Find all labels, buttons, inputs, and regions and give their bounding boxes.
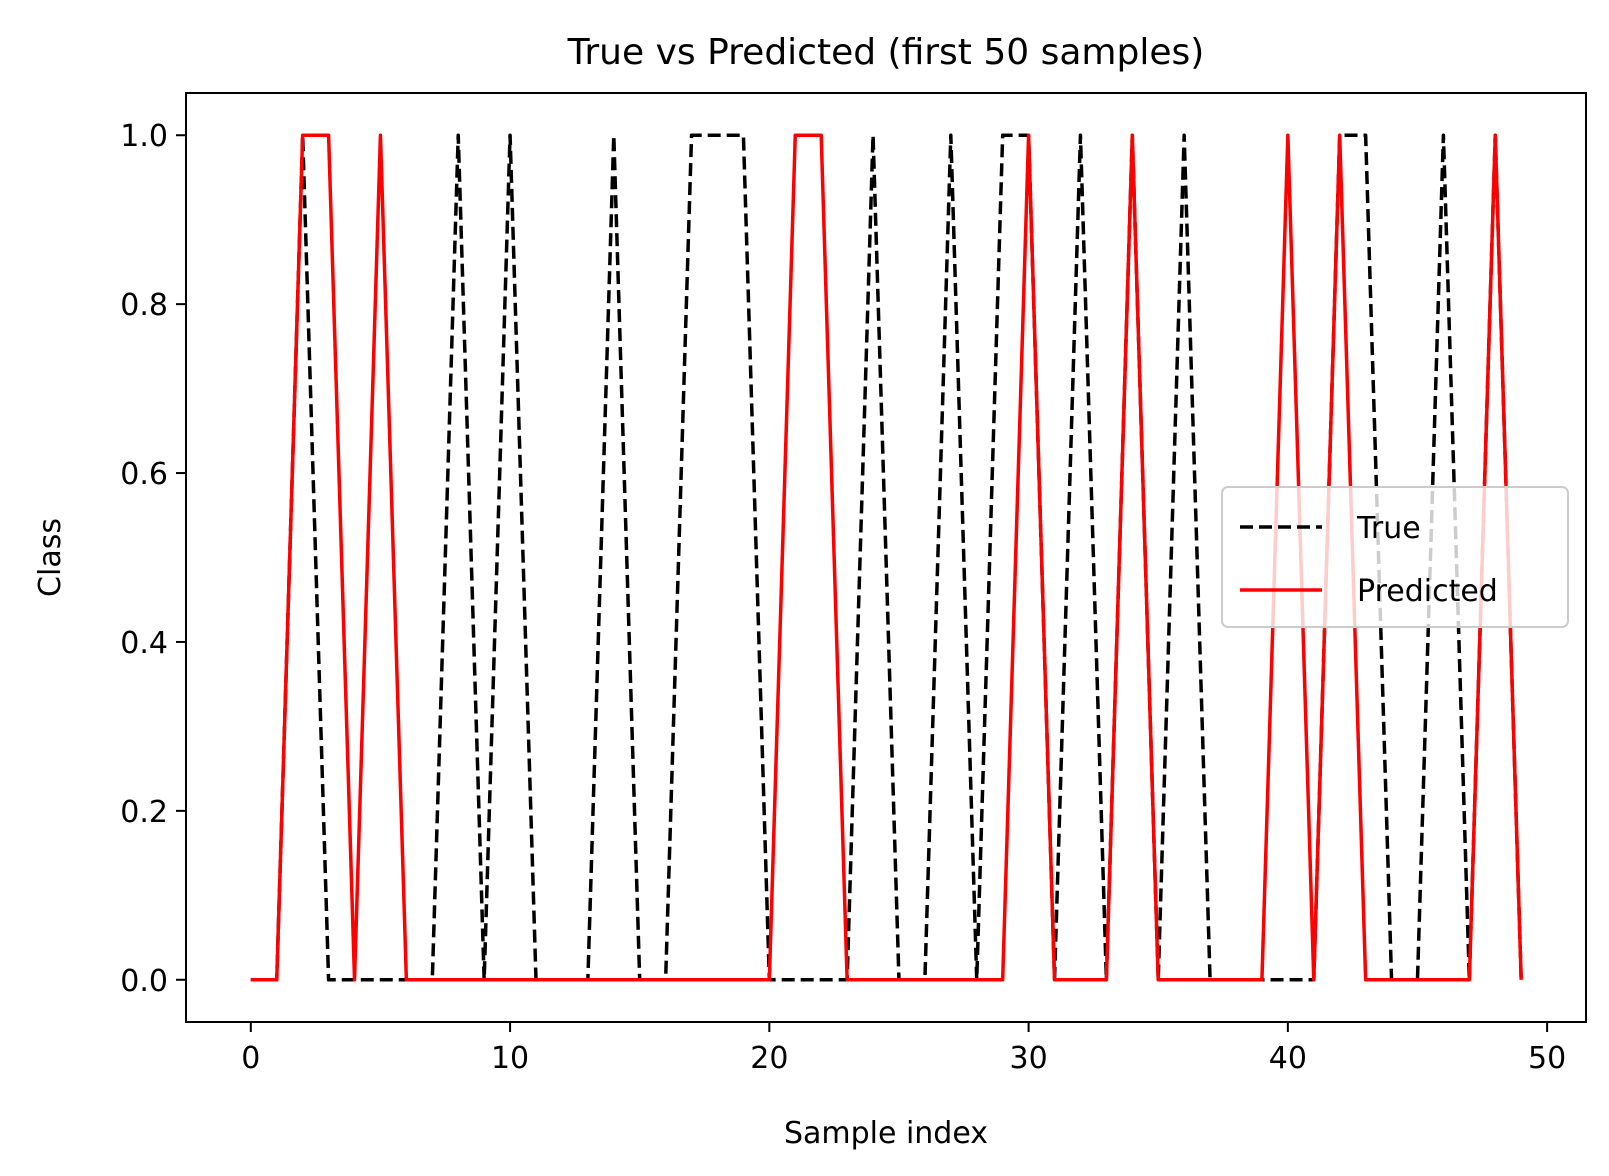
series-line-predicted bbox=[250, 133, 1523, 982]
y-tick-label: 1.0 bbox=[120, 119, 168, 154]
y-tick-label: 0.0 bbox=[120, 964, 168, 999]
x-tick-label: 10 bbox=[491, 1041, 529, 1076]
x-tick-label: 40 bbox=[1269, 1041, 1307, 1076]
y-tick-label: 0.2 bbox=[120, 795, 168, 830]
y-axis-ticks: 0.0 0.2 0.4 0.6 0.8 1.0 bbox=[120, 119, 186, 999]
plot-frame bbox=[185, 92, 1587, 1023]
legend: True Predicted bbox=[1221, 486, 1569, 628]
chart-title: True vs Predicted (first 50 samples) bbox=[567, 32, 1205, 73]
x-tick-label: 0 bbox=[241, 1041, 260, 1076]
legend-label-predicted: Predicted bbox=[1357, 574, 1498, 609]
y-axis-label: Class bbox=[33, 518, 68, 597]
legend-label-true: True bbox=[1356, 511, 1421, 546]
x-axis-ticks: 0 10 20 30 40 50 bbox=[241, 1022, 1566, 1076]
x-axis-label: Sample index bbox=[784, 1116, 988, 1151]
y-tick-label: 0.6 bbox=[120, 457, 168, 492]
x-tick-label: 50 bbox=[1528, 1041, 1566, 1076]
series-layer bbox=[250, 133, 1523, 982]
legend-box bbox=[1221, 486, 1569, 628]
series-line-true bbox=[250, 133, 1523, 982]
y-tick-label: 0.8 bbox=[120, 288, 168, 323]
x-tick-label: 20 bbox=[750, 1041, 788, 1076]
x-tick-label: 30 bbox=[1009, 1041, 1047, 1076]
y-tick-label: 0.4 bbox=[120, 626, 168, 661]
